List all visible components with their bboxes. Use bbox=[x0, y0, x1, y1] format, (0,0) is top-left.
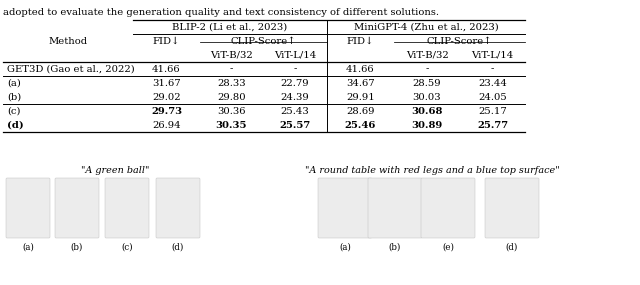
Text: (d): (d) bbox=[172, 243, 184, 252]
Text: 30.36: 30.36 bbox=[217, 107, 246, 115]
Text: CLIP-Score↑: CLIP-Score↑ bbox=[427, 36, 492, 46]
Text: 29.73: 29.73 bbox=[151, 107, 182, 115]
Text: 25.46: 25.46 bbox=[345, 121, 376, 129]
FancyBboxPatch shape bbox=[6, 178, 50, 238]
Text: 34.67: 34.67 bbox=[346, 78, 375, 87]
Text: 41.66: 41.66 bbox=[346, 64, 375, 74]
Text: 25.77: 25.77 bbox=[477, 121, 508, 129]
FancyBboxPatch shape bbox=[368, 178, 422, 238]
FancyBboxPatch shape bbox=[55, 178, 99, 238]
Text: 31.67: 31.67 bbox=[152, 78, 181, 87]
Text: (a): (a) bbox=[339, 243, 351, 252]
Text: CLIP-Score↑: CLIP-Score↑ bbox=[230, 36, 296, 46]
Text: (d): (d) bbox=[7, 121, 24, 129]
Text: -: - bbox=[293, 64, 297, 74]
Text: MiniGPT-4 (Zhu et al., 2023): MiniGPT-4 (Zhu et al., 2023) bbox=[354, 23, 499, 32]
Text: 30.68: 30.68 bbox=[412, 107, 443, 115]
Text: 41.66: 41.66 bbox=[152, 64, 181, 74]
Text: 25.17: 25.17 bbox=[478, 107, 507, 115]
Text: (d): (d) bbox=[506, 243, 518, 252]
Text: 30.35: 30.35 bbox=[216, 121, 247, 129]
Text: 25.57: 25.57 bbox=[280, 121, 310, 129]
Text: 28.33: 28.33 bbox=[217, 78, 246, 87]
Text: GET3D (Gao et al., 2022): GET3D (Gao et al., 2022) bbox=[7, 64, 135, 74]
Text: 24.05: 24.05 bbox=[478, 93, 507, 101]
Text: 28.59: 28.59 bbox=[413, 78, 442, 87]
Text: -: - bbox=[230, 64, 233, 74]
Text: 23.44: 23.44 bbox=[478, 78, 507, 87]
Text: -: - bbox=[426, 64, 429, 74]
Text: 29.02: 29.02 bbox=[152, 93, 181, 101]
FancyBboxPatch shape bbox=[485, 178, 539, 238]
Text: ViT-L/14: ViT-L/14 bbox=[472, 50, 514, 60]
FancyBboxPatch shape bbox=[421, 178, 475, 238]
Text: adopted to evaluate the generation quality and text consistency of different sol: adopted to evaluate the generation quali… bbox=[3, 8, 439, 17]
Text: FID↓: FID↓ bbox=[347, 36, 374, 46]
Text: (c): (c) bbox=[121, 243, 133, 252]
Text: (b): (b) bbox=[389, 243, 401, 252]
Text: ViT-L/14: ViT-L/14 bbox=[274, 50, 316, 60]
Text: 28.69: 28.69 bbox=[346, 107, 375, 115]
Text: 26.94: 26.94 bbox=[152, 121, 181, 129]
Text: (b): (b) bbox=[71, 243, 83, 252]
Text: BLIP-2 (Li et al., 2023): BLIP-2 (Li et al., 2023) bbox=[172, 23, 287, 32]
Text: (b): (b) bbox=[7, 93, 21, 101]
Text: (c): (c) bbox=[7, 107, 20, 115]
Text: ViT-B/32: ViT-B/32 bbox=[210, 50, 253, 60]
Text: 24.39: 24.39 bbox=[280, 93, 309, 101]
Text: -: - bbox=[491, 64, 494, 74]
Text: 30.03: 30.03 bbox=[413, 93, 442, 101]
Text: Method: Method bbox=[49, 36, 88, 46]
Text: FID↓: FID↓ bbox=[153, 36, 180, 46]
FancyBboxPatch shape bbox=[156, 178, 200, 238]
Text: 29.80: 29.80 bbox=[217, 93, 246, 101]
Text: (a): (a) bbox=[22, 243, 34, 252]
Text: 22.79: 22.79 bbox=[281, 78, 309, 87]
Text: "A green ball": "A green ball" bbox=[81, 166, 149, 175]
Text: 29.91: 29.91 bbox=[346, 93, 375, 101]
FancyBboxPatch shape bbox=[318, 178, 372, 238]
FancyBboxPatch shape bbox=[105, 178, 149, 238]
Text: "A round table with red legs and a blue top surface": "A round table with red legs and a blue … bbox=[305, 166, 559, 175]
Text: 25.43: 25.43 bbox=[280, 107, 309, 115]
Text: (e): (e) bbox=[442, 243, 454, 252]
Text: ViT-B/32: ViT-B/32 bbox=[406, 50, 449, 60]
Text: 30.89: 30.89 bbox=[412, 121, 443, 129]
Text: (a): (a) bbox=[7, 78, 21, 87]
